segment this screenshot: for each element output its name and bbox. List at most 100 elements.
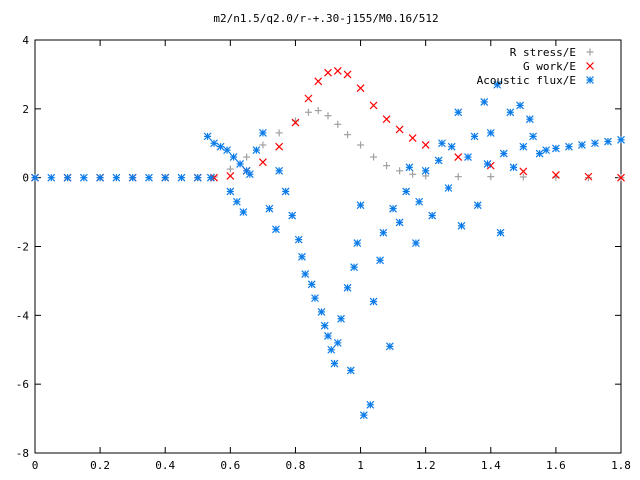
data-point (275, 129, 283, 137)
data-point (239, 208, 248, 217)
data-point (369, 297, 378, 306)
data-point (337, 314, 345, 323)
data-point (47, 173, 56, 182)
data-point (203, 132, 212, 141)
data-point (334, 120, 342, 128)
data-point (473, 201, 482, 210)
data-point (551, 170, 560, 179)
data-point (298, 252, 306, 261)
data-point (578, 141, 586, 149)
data-point (542, 146, 551, 155)
data-point (415, 197, 424, 206)
axis-ticks: 0 0.2 0.4 0.6 0.8 1 1.2 1.4 1.6 1.8 4 2 0 -2 -4 -6 -8 (16, 34, 631, 472)
data-point (383, 162, 391, 170)
y-tick-label: 0 (22, 172, 29, 185)
data-point (480, 98, 489, 106)
data-point (376, 256, 385, 265)
data-point (226, 187, 235, 196)
data-point (344, 131, 352, 139)
y-tick-label: 4 (22, 34, 29, 47)
data-point (369, 101, 378, 110)
series-0 (31, 107, 625, 182)
data-point (281, 187, 290, 196)
x-tick-label: 0.6 (220, 459, 240, 472)
data-point (333, 67, 342, 75)
data-point (216, 142, 225, 151)
data-point (464, 153, 472, 161)
x-tick-label: 0.4 (155, 459, 175, 472)
data-point (617, 173, 625, 182)
data-point (343, 283, 352, 292)
data-point (226, 165, 234, 173)
plot-frame (34, 39, 622, 454)
data-point (314, 107, 322, 115)
data-point (483, 159, 492, 168)
data-point (258, 158, 267, 167)
data-point (444, 184, 453, 192)
data-point (327, 345, 336, 354)
data-point (232, 197, 241, 206)
data-point (409, 170, 417, 178)
data-point (294, 235, 303, 244)
data-point (519, 167, 528, 176)
data-point (457, 221, 466, 230)
data-point (389, 204, 398, 213)
data-point (535, 149, 544, 158)
data-point (382, 115, 391, 124)
x-tick-label: 0.2 (90, 459, 110, 472)
data-point (525, 115, 534, 124)
data-point (454, 108, 463, 117)
data-point (366, 400, 375, 409)
data-point (275, 166, 284, 175)
data-point (529, 132, 538, 141)
data-point (258, 129, 267, 137)
data-point (509, 163, 518, 172)
data-point (145, 173, 153, 182)
data-point (317, 307, 326, 316)
data-point (291, 118, 300, 127)
data-point (79, 173, 88, 182)
data-point (454, 153, 463, 161)
data-point (324, 332, 332, 340)
data-point (245, 170, 254, 179)
data-point (314, 77, 323, 86)
data-point (223, 146, 232, 155)
data-point (395, 125, 404, 134)
data-point (229, 153, 238, 161)
data-point (288, 211, 297, 220)
data-point (128, 173, 137, 182)
data-point (506, 108, 515, 117)
data-point (356, 84, 365, 93)
data-point (206, 173, 215, 182)
data-point (330, 359, 339, 368)
data-point (499, 149, 508, 158)
data-point (447, 142, 456, 151)
data-point (470, 132, 479, 141)
data-point (320, 321, 329, 330)
data-point (493, 80, 502, 89)
data-point (236, 159, 245, 168)
data-point (31, 173, 39, 182)
y-tick-label: -6 (16, 378, 29, 391)
data-point (584, 174, 592, 182)
x-tick-label: 1.6 (546, 459, 566, 472)
data-point (385, 342, 394, 351)
data-point (516, 101, 525, 110)
data-point (311, 294, 319, 303)
data-point (265, 204, 274, 213)
legend-label: R stress/E (510, 46, 576, 59)
data-point (604, 137, 612, 146)
data-point (243, 153, 251, 161)
data-point (161, 173, 170, 182)
data-point (324, 68, 332, 77)
data-point (346, 366, 355, 375)
legend-marker (586, 62, 594, 70)
data-point (591, 139, 599, 148)
y-tick-label: -4 (16, 309, 30, 322)
data-point (193, 173, 202, 182)
x-tick-label: 0 (32, 459, 39, 472)
data-point (210, 139, 218, 148)
legend-marker (586, 48, 594, 56)
